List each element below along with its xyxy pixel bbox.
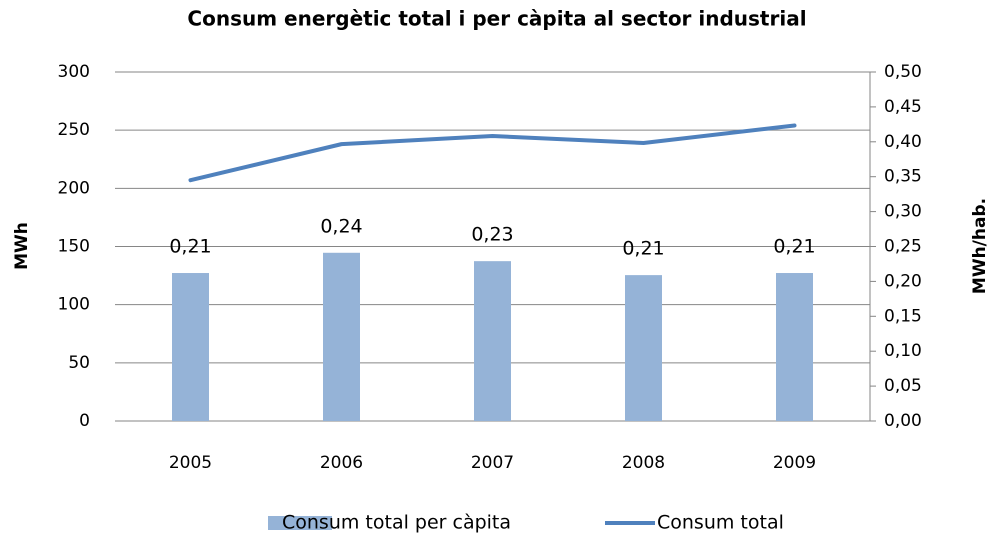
x-tick-label: 2005: [169, 453, 212, 473]
y2-tick-label: 0,35: [884, 167, 922, 187]
bar: [323, 252, 360, 421]
chart-title: Consum energètic total i per càpita al s…: [187, 7, 806, 31]
bar: [172, 273, 209, 421]
x-tick-label: 2006: [320, 453, 363, 473]
y-tick-label: 0: [79, 411, 90, 431]
y2-tick-label: 0,15: [884, 306, 922, 326]
y-tick-label: 200: [58, 178, 90, 198]
data-label: 0,21: [773, 236, 815, 258]
legend-label: Consum total per càpita: [282, 512, 511, 534]
y2-tick-label: 0,20: [884, 271, 922, 291]
y-tick-label: 250: [58, 120, 90, 140]
legend-label: Consum total: [657, 512, 784, 534]
data-label: 0,23: [471, 224, 513, 246]
x-tick-label: 2008: [622, 453, 665, 473]
y-tick-label: 50: [68, 353, 90, 373]
data-label: 0,24: [320, 215, 362, 237]
y-tick-label: 100: [58, 295, 90, 315]
x-tick-label: 2009: [773, 453, 816, 473]
y2-tick-label: 0,05: [884, 376, 922, 396]
y-tick-label: 300: [58, 62, 90, 82]
y2-tick-label: 0,30: [884, 202, 922, 222]
data-label: 0,21: [169, 236, 211, 258]
y-axis-title: MWh: [12, 222, 32, 270]
y2-tick-label: 0,25: [884, 237, 922, 257]
y2-tick-label: 0,50: [884, 62, 922, 82]
x-tick-label: 2007: [471, 453, 514, 473]
bar: [474, 261, 511, 421]
data-label: 0,21: [622, 238, 664, 260]
y2-tick-label: 0,10: [884, 341, 922, 361]
bar: [625, 275, 662, 421]
y2-axis-title: MWh/hab.: [970, 198, 990, 294]
y2-tick-label: 0,45: [884, 97, 922, 117]
y-tick-label: 150: [58, 237, 90, 257]
y2-tick-label: 0,40: [884, 132, 922, 152]
bar: [776, 273, 813, 421]
y2-tick-label: 0,00: [884, 411, 922, 431]
legend-swatch: [268, 516, 332, 530]
line: [188, 123, 797, 183]
